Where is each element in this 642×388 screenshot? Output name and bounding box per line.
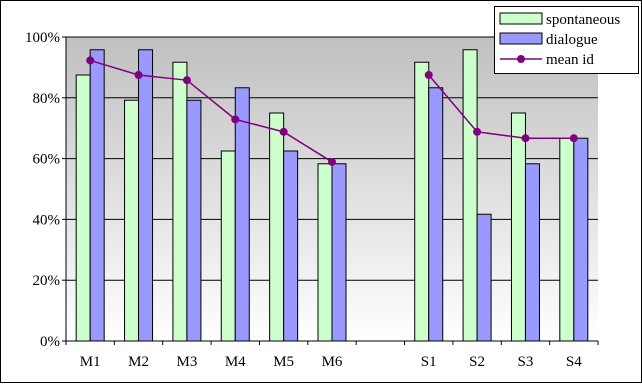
bar-dialogue-M1 (89, 49, 105, 342)
bar-spontaneous-S3 (510, 112, 526, 342)
bar-dialogue-M5 (283, 150, 299, 342)
line-point (182, 76, 191, 85)
y-tick-label: 20% (33, 273, 61, 289)
bars (75, 49, 589, 342)
line-point (231, 115, 240, 124)
bar-spontaneous-M5 (269, 112, 285, 342)
y-tick-label: 40% (33, 212, 61, 228)
bar-spontaneous-M3 (172, 61, 188, 342)
bar-spontaneous-M1 (75, 74, 91, 342)
bar-dialogue-M2 (138, 49, 154, 342)
x-tick-label: M5 (273, 354, 294, 370)
legend-label-spontaneous: spontaneous (546, 12, 620, 28)
y-tick-label: 60% (33, 152, 61, 168)
mean-line (86, 56, 578, 166)
y-tick-label: 0% (40, 334, 60, 350)
bar-dialogue-S4 (573, 137, 589, 342)
x-tick-label: S4 (566, 354, 582, 370)
x-tick-label: S3 (518, 354, 534, 370)
legend-swatch-spontaneous (499, 12, 543, 25)
y-tick-label: 100% (25, 30, 60, 46)
line-point (521, 134, 530, 143)
y-tick-label: 80% (33, 91, 61, 107)
x-tick-label: M4 (225, 354, 246, 370)
line-point (569, 134, 578, 143)
bar-spontaneous-S2 (462, 49, 478, 342)
legend-marker-mean-id (517, 55, 525, 63)
line-mean-id (428, 74, 574, 139)
x-tick-label: S1 (421, 354, 437, 370)
x-axis-ticks: M1 M2 M3 M4 M5 M6 S1 S2 S3 S4 (65, 341, 599, 370)
legend-label-mean-id: mean id (546, 52, 594, 68)
bar-spontaneous-M2 (124, 99, 140, 342)
line-point (134, 71, 143, 79)
line-point (473, 127, 482, 136)
y-axis-ticks: 0% 20% 40% 60% 80% 100% (25, 30, 66, 350)
line-point (86, 56, 95, 65)
x-tick-label: M1 (80, 354, 101, 370)
legend-swatch-dialogue (499, 32, 543, 45)
legend-label-dialogue: dialogue (546, 32, 598, 48)
bar-spontaneous-S4 (559, 137, 575, 342)
legend: spontaneous dialogue mean id (494, 6, 639, 74)
bar-dialogue-S2 (476, 213, 492, 342)
line-point (328, 157, 336, 166)
bar-spontaneous-S1 (414, 61, 430, 342)
bar-spontaneous-M4 (220, 150, 236, 342)
bar-dialogue-S1 (428, 87, 444, 342)
x-tick-label: M6 (322, 354, 343, 370)
x-tick-label: S2 (469, 354, 485, 370)
bar-dialogue-M3 (186, 99, 202, 342)
line-point (279, 127, 288, 136)
x-tick-label: M3 (176, 354, 197, 370)
bar-dialogue-S3 (524, 163, 540, 342)
x-tick-label: M2 (128, 354, 149, 370)
bar-dialogue-M4 (234, 87, 250, 342)
line-mean-id (89, 59, 333, 163)
bar-spontaneous-M6 (317, 163, 333, 342)
line-point (424, 71, 433, 79)
bar-dialogue-M6 (331, 163, 347, 342)
